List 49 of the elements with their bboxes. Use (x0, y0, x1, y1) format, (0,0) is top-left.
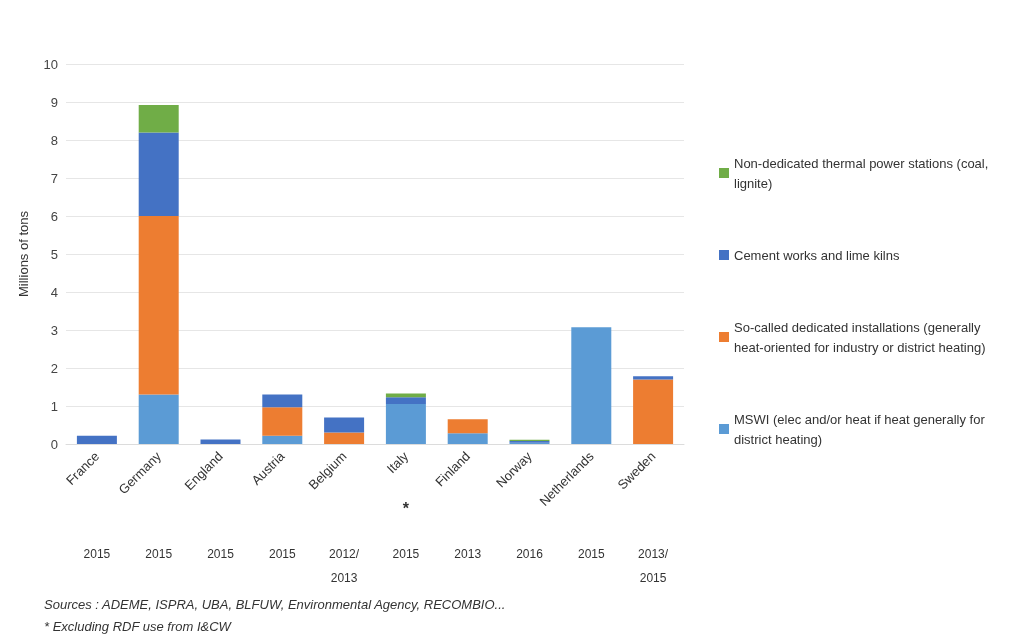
text: 2015 (577, 547, 605, 561)
bar (385, 393, 426, 398)
y-tick-label: 7 (50, 170, 58, 186)
text: 2015 (392, 547, 420, 561)
bar (324, 417, 365, 433)
bar (633, 376, 674, 380)
y-axis-title: Millions of tons (16, 210, 31, 297)
bar (385, 404, 426, 444)
bar (138, 132, 179, 216)
text: * (402, 499, 410, 517)
bar (447, 419, 488, 434)
text: 2013 (454, 547, 482, 561)
y-tick-label: 1 (50, 398, 58, 414)
text: 2013/ 2015 (638, 547, 669, 585)
bar (571, 327, 612, 444)
bar (262, 435, 303, 444)
bar (76, 435, 117, 444)
legend-label: Cement works and lime kilns (734, 247, 900, 263)
bar (138, 105, 179, 133)
bar (633, 379, 674, 444)
y-tick-label: 6 (50, 208, 58, 224)
bar (138, 216, 179, 395)
text: 2015 (268, 547, 296, 561)
y-tick-label: 2 (50, 360, 58, 376)
text: 2015 (83, 547, 111, 561)
x-tick-label: Italy (383, 448, 412, 477)
bar (200, 439, 241, 444)
bar (385, 397, 426, 405)
y-tick-label: 0 (50, 436, 58, 452)
legend-label: Non-dedicated thermal power stations (coal, lignite) (734, 155, 992, 191)
bar (262, 394, 303, 408)
bar (138, 394, 179, 444)
y-tick-label: 3 (50, 322, 58, 338)
legend-label: So-called dedicated installations (generally heat-oriented for industry or district heating) (734, 319, 986, 355)
bar (324, 432, 365, 444)
y-tick-label: 4 (50, 284, 58, 300)
y-tick-label: 5 (50, 246, 58, 262)
y-tick-label: 9 (50, 94, 58, 110)
source-note: Sources : ADEME, ISPRA, UBA, BLFUW, Environmental Agency, RECOMBIO... (44, 597, 506, 612)
legend-label: MSWI (elec and/or heat if heat generally for district heating) (734, 411, 989, 447)
y-tick-label: 8 (50, 132, 58, 148)
text: 2015 (145, 547, 173, 561)
bar (262, 407, 303, 436)
bar (447, 433, 488, 444)
text: 2015 (207, 547, 235, 561)
text: * Excluding RDF use from I&CW (44, 619, 233, 634)
text: 2016 (516, 547, 544, 561)
text: 2012/ 2013 (329, 547, 360, 585)
y-tick-label: 10 (43, 56, 58, 72)
